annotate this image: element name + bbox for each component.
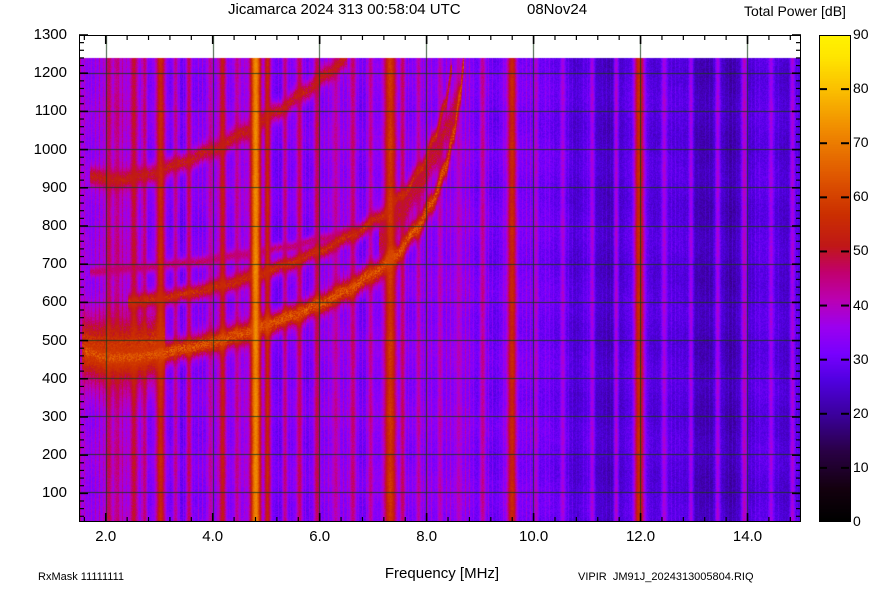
colorbar-tick-labels: 0 10 20 30 40 50 60 70 80 90 (853, 26, 883, 529)
y-axis-tick-label: 700 (41, 255, 67, 273)
y-axis-tick-label: 1200 (33, 64, 67, 82)
colorbar-tick-label: 10 (853, 458, 869, 475)
date-label: 08Nov24 (527, 1, 588, 18)
footer-file: VIPIR JM91J_2024313005804.RIQ (578, 571, 754, 583)
x-axis-tick-label: 10.0 (518, 528, 549, 545)
colorbar-tick-label: 30 (853, 350, 869, 367)
y-axis-tick-label: 1100 (34, 102, 67, 120)
y-axis-tick-label: 100 (41, 484, 67, 502)
x-axis-tick-label: 12.0 (625, 528, 656, 545)
colorbar-tick-label: 50 (853, 242, 869, 259)
y-axis-tick-label: 600 (41, 293, 67, 311)
x-axis-tick-label: 6.0 (309, 528, 331, 545)
x-axis-label: Frequency [MHz] (384, 565, 500, 582)
y-axis-tick-label: 300 (41, 407, 67, 425)
colorbar-canvas (819, 35, 851, 522)
colorbar-tick-label: 90 (853, 26, 869, 42)
spectrogram-canvas[interactable] (79, 35, 801, 522)
x-axis-tick-label: 14.0 (732, 528, 763, 545)
y-axis-tick-label: 1300 (33, 26, 67, 43)
y-axis-tick-label: 1000 (33, 140, 67, 158)
ionogram-plot[interactable] (79, 34, 801, 522)
colorbar-tick-label: 20 (853, 404, 869, 421)
x-axis-tick-label: 2.0 (95, 528, 117, 545)
colorbar[interactable] (819, 35, 851, 522)
y-axis-tick-label: 200 (41, 446, 67, 464)
colorbar-tick-label: 0 (853, 513, 861, 529)
colorbar-tick-label: 80 (853, 80, 869, 97)
y-axis-tick-label: 900 (41, 178, 67, 196)
colorbar-tick-label: 60 (853, 188, 869, 205)
y-axis-tick-label: 800 (41, 216, 67, 234)
colorbar-title: Total Power [dB] (744, 3, 846, 19)
footer-rxmask: RxMask 11111111 (38, 571, 125, 583)
colorbar-tick-label: 40 (853, 296, 869, 313)
y-axis-tick-labels: 100 200 300 400 500 600 700 800 900 1000 1100 1200 1… (0, 26, 73, 522)
colorbar-tick-label: 70 (853, 134, 869, 151)
x-axis-tick-label: 8.0 (416, 528, 438, 545)
x-axis-tick-label: 4.0 (202, 528, 224, 545)
page-title: Jicamarca 2024 313 00:58:04 UTC (228, 1, 461, 18)
x-axis-tick-labels: 2.0 4.0 6.0 8.0 10.0 12.0 14.0 (79, 528, 801, 552)
y-axis-tick-label: 400 (41, 369, 67, 387)
y-axis-tick-label: 500 (41, 331, 67, 349)
